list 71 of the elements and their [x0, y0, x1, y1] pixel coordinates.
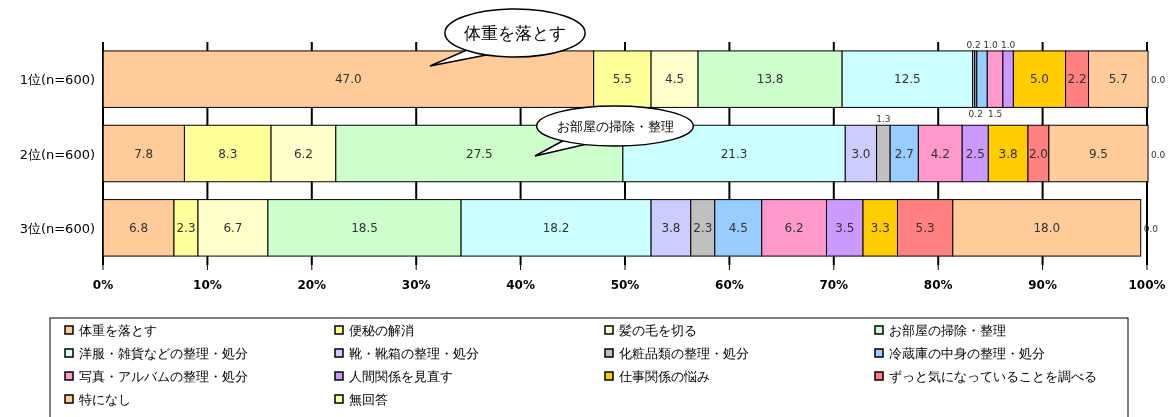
data-label: 9.5	[1088, 146, 1108, 161]
x-tick-label: 60%	[715, 278, 744, 292]
data-label: 18.0	[1033, 220, 1061, 235]
data-label: 0.0	[1151, 149, 1166, 160]
data-label: 3.0	[851, 146, 871, 161]
legend-label: 特になし	[79, 392, 131, 407]
data-label: 18.2	[542, 220, 570, 235]
annotation: お部屋の掃除・整理	[556, 118, 674, 134]
data-label: 8.3	[218, 146, 238, 161]
x-tick-label: 20%	[297, 278, 327, 292]
legend-label: 便秘の解消	[349, 323, 414, 338]
data-label: 6.7	[223, 220, 243, 235]
y-tick-label: 1位(n=600)	[19, 72, 95, 88]
legend-label: お部屋の掃除・整理	[889, 323, 1006, 338]
data-label: 1.5	[987, 109, 1003, 120]
legend-label: 仕事関係の悩み	[618, 369, 710, 384]
legend-label: 洋服・雑貨などの整理・処分	[79, 346, 248, 361]
legend-label: 体重を落とす	[79, 323, 157, 338]
data-label: 6.8	[128, 220, 149, 235]
data-label: 5.7	[1108, 72, 1128, 87]
data-label: 21.3	[720, 146, 748, 161]
x-tick-label: 30%	[401, 278, 431, 292]
x-tick-label: 90%	[1028, 278, 1057, 292]
legend-label: 冷蔵庫の中身の整理・処分	[889, 346, 1045, 361]
data-label: 3.8	[998, 146, 1018, 161]
legend-label: 化粧品類の整理・処分	[619, 346, 749, 361]
x-tick-label: 0%	[92, 278, 114, 292]
data-label: 3.3	[870, 220, 890, 235]
data-label: 0.0	[1151, 75, 1166, 86]
y-tick-label: 3位(n=600)	[19, 220, 95, 236]
data-label: 1.3	[876, 114, 891, 125]
data-label: 2.2	[1067, 72, 1087, 87]
data-label: 13.8	[756, 72, 784, 87]
data-label: 2.3	[176, 220, 196, 235]
x-tick-label: 100%	[1128, 278, 1166, 292]
data-label: 1.0	[983, 39, 999, 50]
data-label: 4.5	[728, 220, 748, 235]
data-label: 4.2	[930, 146, 950, 161]
data-label: 12.5	[894, 72, 921, 87]
data-label: 0.2	[968, 109, 983, 120]
x-tick-label: 50%	[610, 278, 640, 292]
annotation: 体重を落とす	[464, 22, 566, 43]
data-label: 27.5	[466, 146, 493, 161]
data-label: 2.7	[894, 146, 914, 161]
legend-label: 無回答	[349, 392, 388, 407]
data-label: 5.3	[915, 220, 935, 235]
y-tick-label: 2位(n=600)	[19, 146, 95, 162]
data-label: 3.5	[835, 220, 855, 235]
legend-label: 髪の毛を切る	[619, 323, 697, 338]
x-tick-label: 80%	[923, 278, 953, 292]
data-label: 6.2	[293, 146, 313, 161]
data-label: 47.0	[334, 72, 362, 87]
data-label: 2.0	[1028, 146, 1048, 161]
data-label: 2.3	[693, 220, 713, 235]
legend-label: 靴・靴箱の整理・処分	[349, 346, 479, 361]
data-label: 5.5	[612, 72, 632, 87]
data-label: 3.8	[661, 220, 681, 235]
data-label: 7.8	[134, 146, 154, 161]
data-label: 0.2	[966, 39, 981, 50]
x-tick-label: 10%	[193, 278, 222, 292]
data-label: 1.0	[1000, 39, 1016, 50]
legend-label: 人間関係を見直す	[349, 369, 453, 384]
legend-label: ずっと気になっていることを調べる	[889, 369, 1097, 384]
x-tick-label: 70%	[819, 278, 849, 292]
data-label: 6.2	[784, 220, 804, 235]
data-label: 4.5	[665, 72, 685, 87]
data-label: 18.5	[351, 220, 378, 235]
legend-label: 写真・アルバムの整理・処分	[79, 369, 248, 384]
data-label: 5.0	[1029, 72, 1050, 87]
data-label: 2.5	[965, 146, 985, 161]
x-tick-label: 40%	[506, 278, 535, 292]
